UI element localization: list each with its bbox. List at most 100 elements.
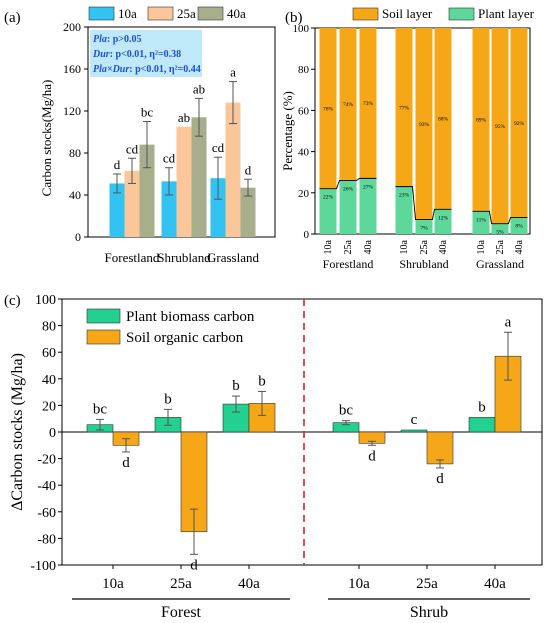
panel-b-plant-bar-forestland-10a — [319, 188, 337, 234]
panel-a-letter-40a-shrubland: ab — [193, 81, 205, 96]
panel-c: (c) -100 -80 -60 -40 -20 0 20 40 60 80 100 ΔCarbon s… — [4, 293, 543, 621]
panel-a-letter-10a-shrubland: cd — [163, 151, 176, 166]
legend-swatch-soil-layer — [352, 7, 379, 21]
panel-a-bar-10a-grassland — [210, 178, 226, 237]
panel-b-xtick-grassland-25a: 25a — [495, 239, 506, 254]
panel-b-label: (b) — [285, 10, 303, 26]
panel-b-plant-line-grassland — [472, 210, 528, 225]
panel-b-plant-label-shrubland-25a: 7% — [420, 226, 428, 232]
panel-a-ytick-5: 200 — [63, 20, 81, 34]
panel-a-bar-10a-forestland — [109, 183, 125, 237]
panel-c-bar-plant-shrub-40a — [468, 417, 496, 433]
panel-b-soil-label-grassland-25a: 95% — [495, 124, 506, 130]
panel-b-plant-label-shrubland-40a: 12% — [438, 215, 449, 221]
panel-b-soil-bar-forestland-10a — [319, 28, 337, 189]
panel-a-bar-40a-grassland — [240, 187, 256, 237]
panel-c-bar-soil-shrub-25a — [426, 431, 454, 465]
panel-b-soil-bar-shrubland-10a — [395, 28, 413, 187]
panel-c-error-soil-forest-10a — [122, 438, 130, 453]
panel-c-ytick-2: -60 — [37, 506, 56, 521]
panel-a-error-40a-shrubland — [195, 97, 203, 137]
legend-label-soil-layer: Soil layer — [382, 6, 433, 21]
panel-a-error-40a-forestland — [143, 121, 151, 169]
panel-b-soil-bar-forestland-25a — [339, 28, 357, 181]
legend-label-25a: 25a — [177, 6, 196, 21]
panel-a-error-10a-shrubland — [165, 167, 173, 196]
panel-c-xtick-shrub-10a: 10a — [348, 576, 370, 592]
panel-c-letter-plant-shrub-25a: c — [411, 412, 418, 428]
panel-c-label: (c) — [4, 293, 21, 309]
panel-b-soil-bar-shrubland-25a — [415, 28, 433, 220]
panel-c-group-forest: Forest — [161, 604, 202, 621]
stats-line-2: Pla×Dur: p<0.01, η²=0.44 — [93, 64, 201, 75]
panel-b-xtick-shrubland-25a: 25a — [419, 239, 430, 254]
panel-b-ytick-1: 20 — [298, 188, 310, 200]
panel-c-ytick-7: 40 — [42, 373, 56, 388]
panel-b-plant-line-forestland — [319, 177, 377, 190]
panel-a-error-10a-grassland — [214, 156, 222, 200]
panel-a-ytick-3: 120 — [63, 104, 81, 118]
panel-b-plant-label-grassland-40a: 8% — [515, 224, 523, 230]
panel-c-ytick-6: 20 — [42, 399, 56, 414]
panel-a-letter-25a-shrubland: ab — [178, 110, 190, 125]
panel-c-letter-plant-forest-25a: b — [164, 391, 172, 407]
panel-b-xtick-grassland-10a: 10a — [476, 239, 487, 254]
panel-b-group-shrubland: Shrubland — [399, 257, 448, 271]
panel-a-bar-25a-shrubland — [176, 126, 192, 237]
panel-a-error-40a-grassland — [244, 178, 252, 197]
panel-b-soil-bar-shrubland-40a — [434, 28, 452, 210]
panel-b-group-grassland: Grassland — [476, 257, 524, 271]
panel-b-plant-bar-shrubland-10a — [395, 186, 413, 234]
panel-b-plant-bar-grassland-25a — [491, 223, 509, 234]
panel-b-soil-label-shrubland-25a: 93% — [419, 122, 430, 128]
panel-c-xtick-forest-25a: 25a — [170, 576, 192, 592]
panel-a-xtick-grassland: Grassland — [207, 250, 259, 265]
legend-swatch-soil-organic — [86, 329, 121, 345]
panel-a-ytick-1: 40 — [69, 188, 81, 202]
panel-c-error-soil-forest-40a — [258, 390, 266, 416]
panel-b-xtick-forestland-10a: 10a — [323, 239, 334, 254]
panel-b-soil-label-grassland-10a: 89% — [476, 118, 487, 124]
panel-c-letter-soil-forest-40a: b — [258, 373, 266, 389]
panel-b-xtick-shrubland-10a: 10a — [399, 239, 410, 254]
panel-b-ytick-3: 60 — [298, 105, 310, 117]
panel-b-ytick-5: 100 — [293, 23, 310, 35]
panel-a-letter-40a-forestland: bc — [141, 105, 154, 120]
panel-c-xtick-forest-40a: 40a — [238, 576, 260, 592]
panel-b-soil-bar-forestland-40a — [359, 28, 377, 179]
panel-b-plant-bar-forestland-40a — [359, 178, 377, 234]
panel-a-error-10a-forestland — [113, 173, 121, 194]
panel-b-soil-bar-grassland-25a — [491, 28, 509, 224]
panel-b-ytick-2: 40 — [298, 147, 310, 159]
panel-a-ytick-4: 160 — [63, 62, 81, 76]
panel-a-stats-box: Pla: p>0.05 Dur: p<0.01, η²=0.38 Pla×Dur: … — [90, 30, 202, 77]
legend-label-plant-biomass: Plant biomass carbon — [126, 309, 255, 325]
panel-c-xtick-shrub-25a: 25a — [416, 576, 438, 592]
panel-b-plant-label-forestland-25a: 26% — [343, 186, 354, 192]
panel-b-xtick-shrubland-40a: 40a — [438, 239, 449, 254]
panel-b-soil-bar-grassland-40a — [510, 28, 528, 218]
panel-a-ylabel: Carbon stocks(Mg/ha) — [39, 80, 54, 197]
panel-c-letter-plant-forest-40a: b — [232, 378, 240, 394]
panel-c-error-plant-forest-25a — [164, 408, 172, 426]
panel-c-ytick-9: 80 — [42, 320, 56, 335]
panel-c-legend: Plant biomass carbon Soil organic carbon — [86, 308, 255, 346]
panel-b-soil-label-forestland-40a: 73% — [363, 101, 374, 107]
panel-a-xtick-forestland: Forestland — [105, 250, 160, 265]
panel-a-bar-40a-shrubland — [191, 117, 207, 237]
panel-c-letter-soil-shrub-40a: a — [505, 314, 512, 330]
panel-a-label: (a) — [4, 10, 21, 26]
panel-c-xtick-forest-10a: 10a — [102, 576, 124, 592]
panel-b-plant-label-forestland-40a: 27% — [363, 184, 374, 190]
panel-c-ytick-8: 60 — [42, 346, 56, 361]
panel-b-plant-bar-shrubland-40a — [434, 209, 452, 234]
panel-c-letter-plant-shrub-40a: b — [478, 399, 486, 415]
panel-b-soil-label-shrubland-40a: 88% — [438, 117, 449, 123]
panel-c-letter-plant-shrub-10a: bc — [339, 403, 354, 419]
panel-b-soil-label-forestland-10a: 78% — [323, 106, 334, 112]
panel-b-plant-bar-grassland-40a — [510, 217, 528, 234]
panel-c-error-soil-forest-25a — [190, 508, 198, 555]
panel-a-letter-25a-forestland: cd — [126, 141, 139, 156]
panel-b-soil-label-forestland-25a: 74% — [343, 102, 354, 108]
